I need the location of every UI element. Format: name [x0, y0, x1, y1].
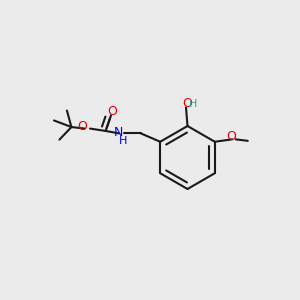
Text: O: O: [182, 97, 192, 110]
Text: O: O: [78, 120, 88, 133]
Text: N: N: [113, 126, 123, 139]
Text: O: O: [226, 130, 236, 143]
Text: O: O: [108, 105, 118, 118]
Text: H: H: [119, 136, 128, 146]
Text: H: H: [189, 98, 197, 109]
